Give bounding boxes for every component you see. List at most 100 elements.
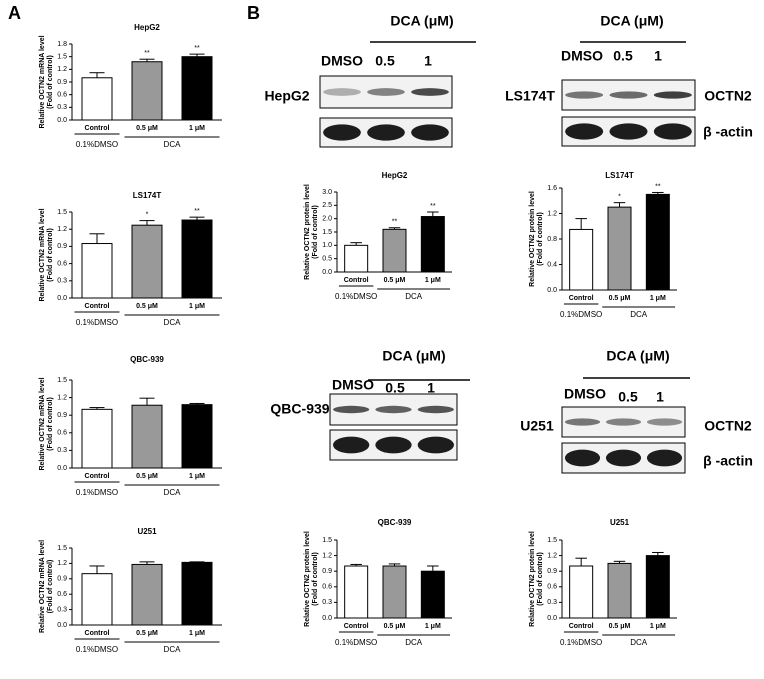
bar bbox=[607, 206, 632, 291]
y-tick-label: 1.2 bbox=[57, 226, 67, 233]
blot-band bbox=[646, 449, 683, 467]
significance-label: ** bbox=[144, 50, 150, 57]
bar bbox=[181, 561, 213, 626]
cell-line-label: LS174T bbox=[505, 88, 555, 104]
blot-band bbox=[375, 405, 412, 414]
y-tick-label: 0.3 bbox=[547, 599, 557, 606]
bar bbox=[131, 563, 163, 626]
y-tick-label: 0.3 bbox=[57, 104, 67, 111]
y-axis-label: (Fold of control) bbox=[312, 205, 319, 259]
chart-title: HepG2 bbox=[134, 23, 160, 32]
lane-label: 1 bbox=[427, 380, 435, 396]
group-label: DCA bbox=[164, 318, 182, 327]
y-tick-label: 1.8 bbox=[57, 41, 67, 48]
y-axis-label: (Fold of control) bbox=[47, 228, 54, 282]
cell-line-label: HepG2 bbox=[264, 88, 309, 104]
bar bbox=[344, 565, 369, 619]
x-tick-label: 0.5 μM bbox=[136, 473, 158, 480]
blot-band bbox=[564, 449, 601, 467]
y-axis-label: Relative OCTN2 protein level bbox=[529, 191, 536, 287]
cell-line-label: U251 bbox=[520, 418, 554, 434]
y-tick-label: 0.0 bbox=[547, 615, 557, 622]
y-tick-label: 0.0 bbox=[322, 269, 332, 276]
y-axis-label: Relative OCTN2 mRNA level bbox=[39, 35, 46, 128]
bar bbox=[569, 228, 594, 291]
bar bbox=[382, 228, 407, 273]
lane-label: DMSO bbox=[561, 48, 603, 64]
blot-band bbox=[605, 449, 642, 467]
bar bbox=[81, 408, 113, 469]
y-tick-label: 0.9 bbox=[57, 79, 67, 86]
protein-label: OCTN2 bbox=[704, 418, 752, 434]
bar bbox=[569, 565, 594, 619]
y-tick-label: 1.0 bbox=[322, 242, 332, 249]
y-tick-label: 0.9 bbox=[57, 243, 67, 250]
y-tick-label: 2.0 bbox=[322, 216, 332, 223]
lane-label: DMSO bbox=[332, 377, 374, 393]
x-tick-label: Control bbox=[85, 473, 110, 480]
treatment-label: DCA (μM) bbox=[606, 348, 669, 364]
x-tick-label: 0.5 μM bbox=[384, 623, 406, 630]
x-tick-label: Control bbox=[344, 277, 369, 284]
significance-label: ** bbox=[194, 208, 200, 215]
y-tick-label: 0.9 bbox=[547, 568, 557, 575]
lane-label: 1 bbox=[656, 389, 664, 405]
y-axis-label: (Fold of control) bbox=[47, 55, 54, 109]
chart-title: HepG2 bbox=[382, 171, 408, 180]
x-tick-label: 1 μM bbox=[650, 623, 666, 630]
group-label: DCA bbox=[630, 638, 648, 647]
y-axis-label: Relative OCTN2 mRNA level bbox=[39, 377, 46, 470]
group-label: DCA bbox=[164, 140, 182, 149]
y-tick-label: 1.5 bbox=[547, 537, 557, 544]
lane-label: 1 bbox=[654, 48, 662, 64]
y-tick-label: 3.0 bbox=[322, 189, 332, 196]
y-axis-label: Relative OCTN2 mRNA level bbox=[39, 208, 46, 301]
bar bbox=[420, 570, 445, 619]
lane-label: DMSO bbox=[564, 386, 606, 402]
y-tick-label: 0.6 bbox=[57, 430, 67, 437]
bar bbox=[181, 219, 213, 299]
y-tick-label: 1.5 bbox=[57, 545, 67, 552]
y-axis-label: Relative OCTN2 protein level bbox=[529, 531, 536, 627]
y-axis-label: (Fold of control) bbox=[537, 552, 544, 606]
y-tick-label: 2.5 bbox=[322, 202, 332, 209]
y-tick-label: 1.2 bbox=[547, 210, 557, 217]
bar bbox=[131, 224, 163, 299]
y-tick-label: 0.0 bbox=[322, 615, 332, 622]
significance-label: * bbox=[618, 194, 621, 201]
y-tick-label: 0.6 bbox=[57, 591, 67, 598]
blot-band bbox=[605, 418, 642, 426]
lane-label: 0.5 bbox=[375, 53, 395, 69]
group-label: DCA bbox=[405, 638, 423, 647]
y-tick-label: 1.5 bbox=[57, 54, 67, 61]
x-tick-label: Control bbox=[569, 623, 594, 630]
y-tick-label: 0.0 bbox=[57, 117, 67, 124]
y-tick-label: 0.6 bbox=[547, 584, 557, 591]
x-tick-label: 1 μM bbox=[189, 303, 205, 310]
chart-title: U251 bbox=[137, 527, 157, 536]
y-tick-label: 0.8 bbox=[547, 236, 557, 243]
treatment-label: DCA (μM) bbox=[382, 348, 445, 364]
y-axis-label: Relative OCTN2 protein level bbox=[304, 184, 311, 280]
x-tick-label: 0.5 μM bbox=[136, 125, 158, 132]
blot-band bbox=[323, 124, 361, 141]
x-tick-label: 0.5 μM bbox=[136, 630, 158, 637]
blot-band bbox=[609, 91, 648, 99]
y-tick-label: 1.5 bbox=[57, 377, 67, 384]
blot-band bbox=[417, 405, 454, 414]
x-tick-label: 1 μM bbox=[189, 473, 205, 480]
x-tick-label: 1 μM bbox=[425, 277, 441, 284]
group-label: 0.1%DMSO bbox=[335, 292, 377, 301]
y-axis-label: (Fold of control) bbox=[47, 397, 54, 451]
protein-label: β -actin bbox=[703, 124, 753, 140]
y-axis-label: (Fold of control) bbox=[537, 212, 544, 266]
y-tick-label: 1.5 bbox=[322, 229, 332, 236]
y-tick-label: 0.0 bbox=[547, 287, 557, 294]
blot-band bbox=[564, 418, 601, 426]
y-tick-label: 1.2 bbox=[57, 560, 67, 567]
group-label: 0.1%DMSO bbox=[76, 318, 118, 327]
blot-band bbox=[375, 436, 412, 454]
chart-title: LS174T bbox=[133, 191, 162, 200]
significance-label: ** bbox=[194, 45, 200, 52]
